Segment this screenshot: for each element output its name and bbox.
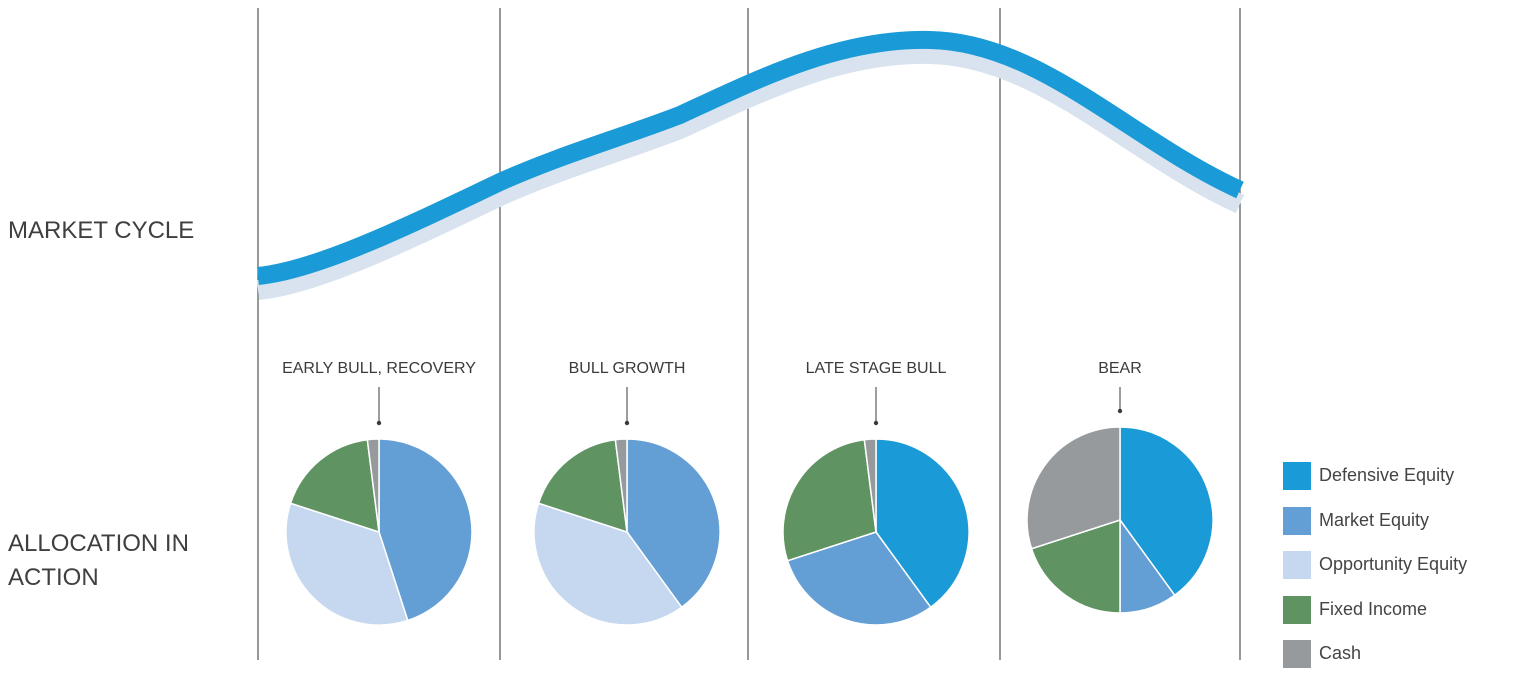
legend-label: Market Equity [1319, 509, 1430, 530]
legend-label: Opportunity Equity [1319, 554, 1468, 574]
pie-label: LATE STAGE BULL [806, 360, 947, 377]
pie-slice-opportunity-equity [533, 502, 683, 626]
legend-label: Defensive Equity [1319, 465, 1455, 485]
legend-swatch [1283, 640, 1311, 668]
legend-swatch [1283, 506, 1311, 535]
pie-slice-fixed-income [1030, 518, 1121, 614]
pie-slice-opportunity-equity [285, 502, 409, 626]
pie-slice-cash [863, 438, 877, 533]
pie-group-1: BULL GROWTH [533, 360, 721, 626]
legend-swatch [1283, 595, 1311, 624]
market-cycle-chart: EARLY BULL, RECOVERY BULL GROWTH LATE STAG… [256, 8, 1245, 660]
legend-label: Cash [1319, 643, 1362, 663]
pie-label: BEAR [1098, 360, 1142, 377]
pie-slice-cash [1026, 426, 1121, 550]
pie-pointer-dot [1117, 408, 1123, 414]
pie-group-3: BEAR [1026, 360, 1214, 614]
pie-pointer-dot [376, 420, 382, 426]
pie-label: EARLY BULL, RECOVERY [282, 360, 476, 377]
pie-pointer-dot [624, 420, 630, 426]
pie-slice-fixed-income [289, 438, 380, 534]
market-cycle-curve-shadow [256, 43, 1245, 300]
pie-group-0: EARLY BULL, RECOVERY [282, 360, 476, 626]
market-cycle-label: MARKET CYCLE [8, 217, 195, 244]
legend-swatch [1283, 462, 1311, 490]
market-cycle-curve [256, 30, 1244, 285]
pie-pointer-dot [873, 420, 879, 426]
pie-label: BULL GROWTH [569, 360, 686, 377]
legend-swatch [1283, 551, 1311, 579]
pie-slice-cash [614, 438, 628, 533]
allocation-label: ALLOCATION IN ACTION [8, 530, 189, 591]
pie-slice-defensive-equity [1119, 426, 1214, 597]
pie-slice-market-equity [786, 531, 932, 626]
pie-slice-defensive-equity [875, 438, 970, 609]
pie-slice-market-equity [626, 438, 721, 609]
pie-slice-market-equity [378, 438, 473, 622]
pie-slice-cash [366, 438, 380, 533]
legend-label: Fixed Income [1319, 598, 1428, 619]
pie-group-2: LATE STAGE BULL [782, 360, 970, 626]
pie-slice-fixed-income [537, 438, 628, 534]
pie-slice-fixed-income [782, 438, 877, 562]
